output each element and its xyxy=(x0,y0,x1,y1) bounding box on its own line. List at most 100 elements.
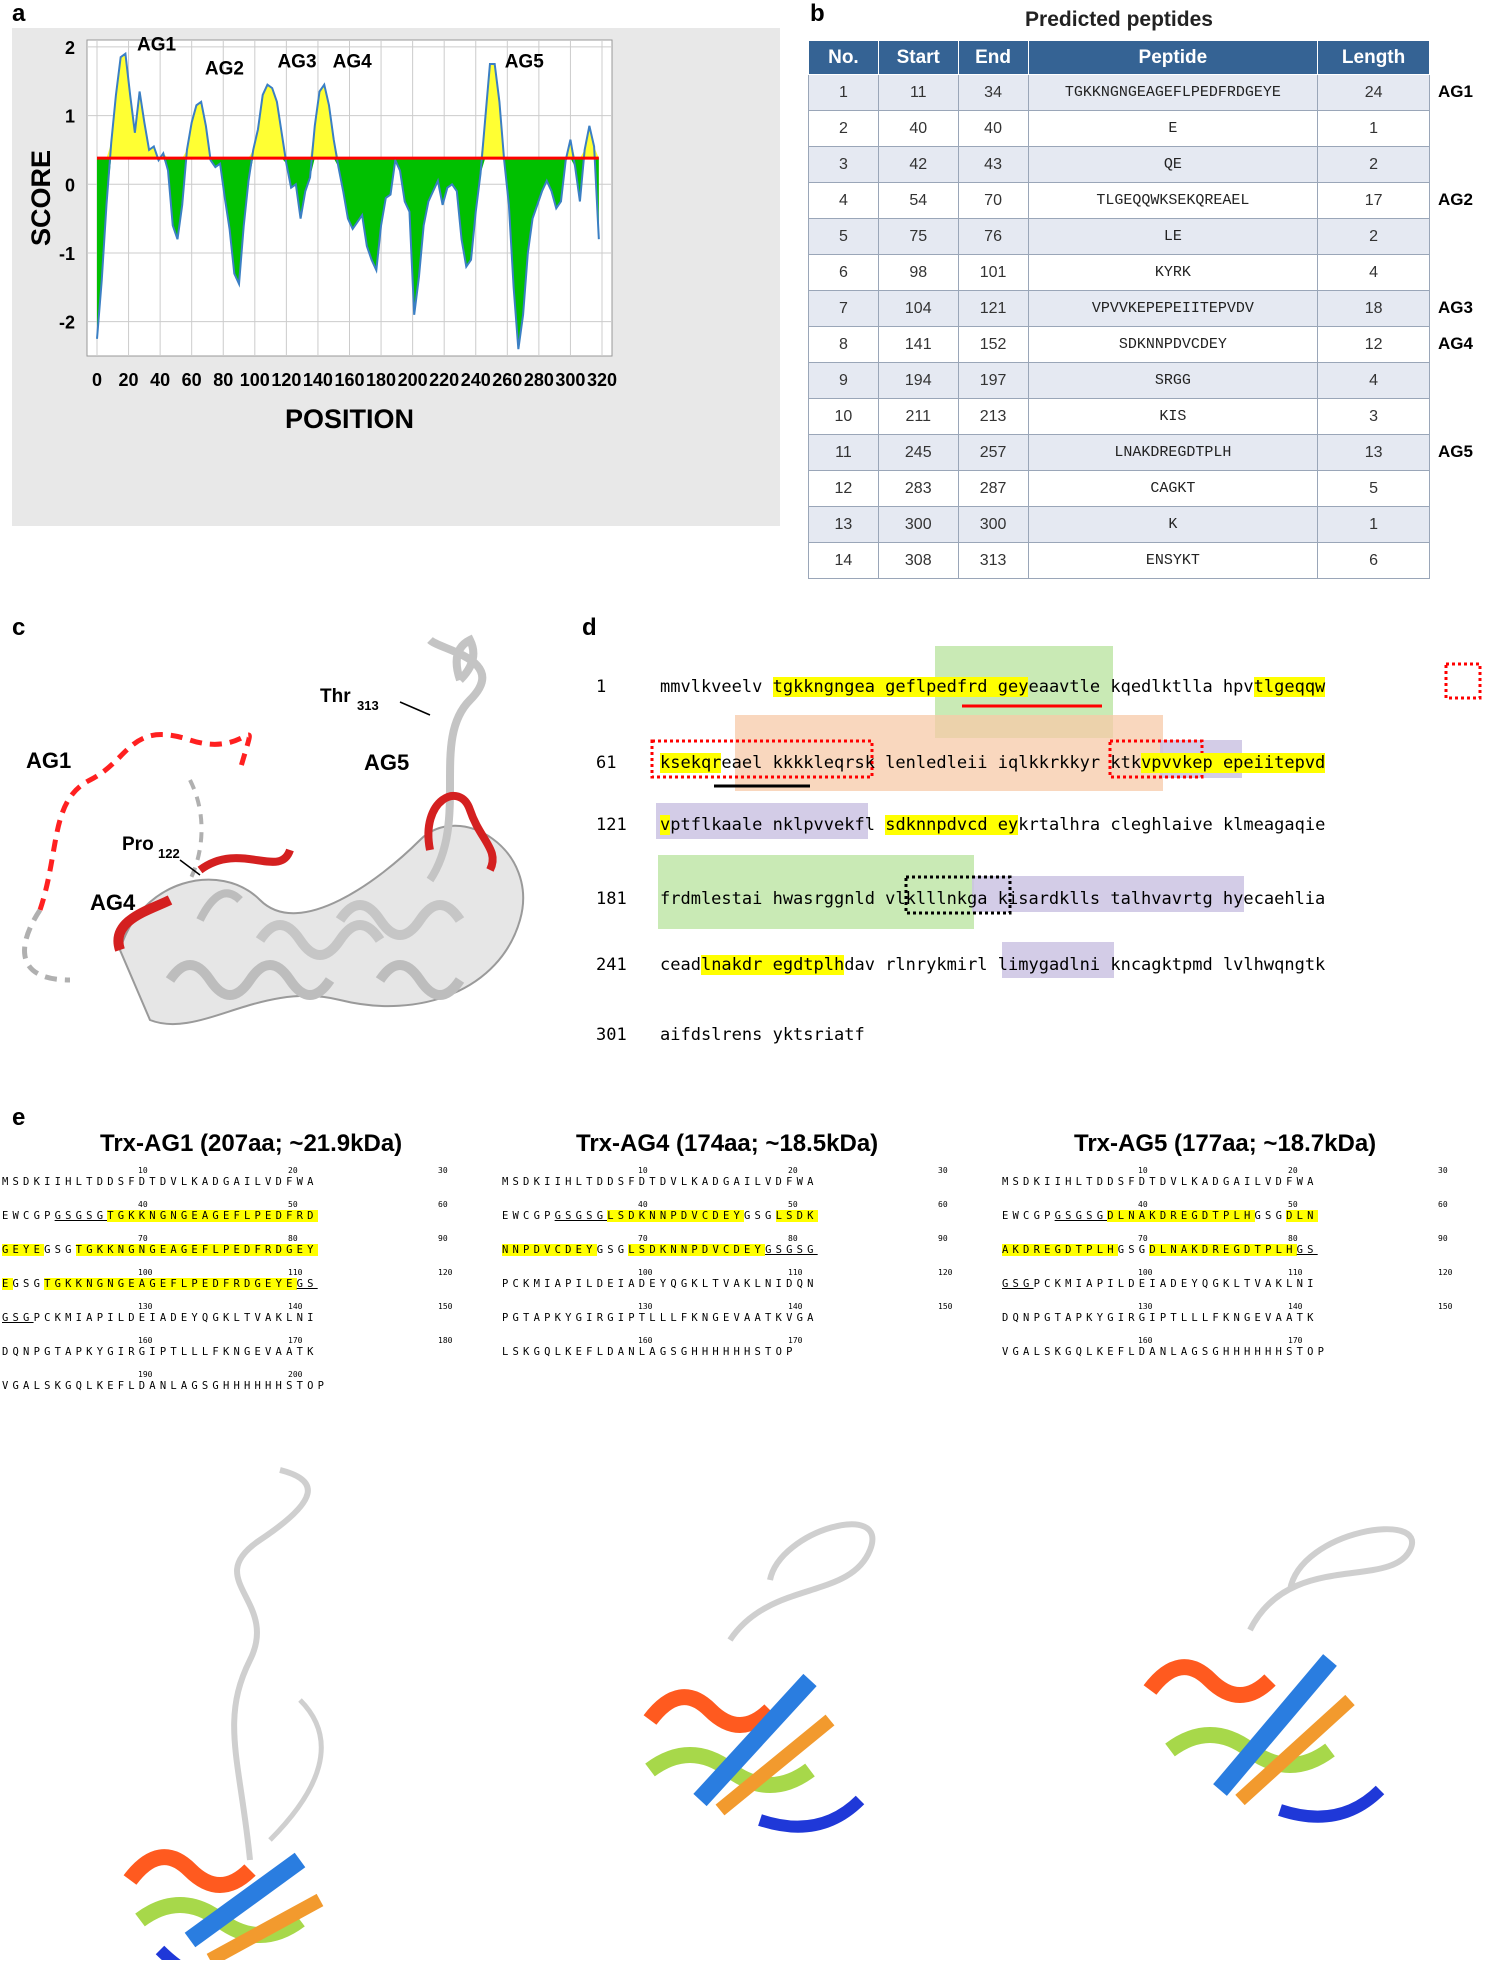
x-tick-label: 40 xyxy=(150,370,170,390)
residue-number-tick: 170 xyxy=(1288,1336,1303,1345)
sequence-line: 61 ksekqreael kkkkleqrsk lenledleii iqlkk… xyxy=(596,748,1326,778)
sequence-line: 181 frdmlestai hwasrggnld vlklllnkga kisa… xyxy=(596,884,1325,914)
residue-number-tick: 120 xyxy=(438,1268,453,1277)
struct-label-ag4: AG4 xyxy=(90,890,136,915)
construct-sequence-row: LSKGQLKEFLDANLAGSGHHHHHHSTOP xyxy=(502,1346,797,1358)
x-tick-label: 60 xyxy=(182,370,202,390)
table-cell: 75 xyxy=(877,218,959,255)
table-cell: 9 xyxy=(808,362,879,399)
struct-label-ag5: AG5 xyxy=(364,750,409,775)
sequence-text: GSG xyxy=(596,1244,629,1256)
residue-number-tick: 170 xyxy=(288,1336,303,1345)
residue-number-tick: 130 xyxy=(138,1302,153,1311)
table-cell: 42 xyxy=(877,146,959,183)
sequence-text: aifdslrens yktsriatf xyxy=(660,1025,865,1045)
antigen-highlight: TGKKNGNGEAGEFLPEDFRD xyxy=(107,1210,318,1222)
residue-number-tick: 60 xyxy=(1438,1200,1448,1209)
table-cell: 43 xyxy=(957,146,1029,183)
linker-underlined: GSG xyxy=(2,1312,34,1324)
table-cell: 3 xyxy=(1317,398,1430,435)
table-cell: 40 xyxy=(957,110,1029,147)
sequence-highlight: sdknnpdvcd ey xyxy=(885,815,1019,835)
sequence-text: frdmlestai hwasrggnld vlklllnkga kisardk… xyxy=(660,889,1142,909)
sequence-text: ptflkaale nkl xyxy=(670,815,804,835)
sequence-line: 1 mmvlkveelv tgkkngngea geflpedfrd geyeaa… xyxy=(596,672,1326,702)
table-cell: 308 xyxy=(877,542,959,579)
table-cell: 7 xyxy=(808,290,879,327)
peak-label: AG3 xyxy=(277,51,316,72)
construct-sequence-row: GEYEGSGTGKKNGNGEAGEFLPEDFRDGEY xyxy=(2,1244,318,1256)
table-header-cell: End xyxy=(957,40,1029,75)
table-cell: 11 xyxy=(877,74,959,111)
peptide-cell: LE xyxy=(1027,218,1319,255)
construct-title: Trx-AG5 (177aa; ~18.7kDa) xyxy=(1074,1130,1377,1157)
construct-sequence-row: EWCGPGSGSGTGKKNGNGEAGEFLPEDFRD xyxy=(2,1210,318,1222)
x-tick-label: 280 xyxy=(524,370,554,390)
sequence-highlight: v xyxy=(660,815,671,835)
linker-underlined: GSGSG xyxy=(1054,1210,1108,1222)
ag-loops-red xyxy=(113,791,497,952)
table-header-cell: Peptide xyxy=(1027,40,1319,75)
table-cell: 300 xyxy=(877,506,959,543)
struct-label-thr-sub: 313 xyxy=(357,698,379,713)
sequence-text: dav rlnrykmirl limygadlni kncagktpmd lvl… xyxy=(844,955,1326,975)
table-row: 8 141 152 SDKNNPDVCDEY 12 xyxy=(808,326,1430,363)
sequence-text: pvvekfl xyxy=(803,815,886,835)
peptide-cell: KYRK xyxy=(1027,254,1319,291)
ag-row-tag: AG4 xyxy=(1438,334,1473,353)
peptide-cell: QE xyxy=(1027,146,1319,183)
antigen-highlight: E xyxy=(2,1278,13,1290)
peptide-cell: LNAKDREGDTPLH xyxy=(1027,434,1319,471)
sequence-text: EWCGP xyxy=(502,1210,555,1222)
x-tick-label: 80 xyxy=(213,370,233,390)
table-row: 4 54 70 TLGEQQWKSEKQREAEL 17 xyxy=(808,182,1430,219)
table-cell: 18 xyxy=(1317,290,1430,327)
residue-number-tick: 190 xyxy=(138,1370,153,1379)
y-axis-label: SCORE xyxy=(26,150,56,246)
antigen-highlight: AKDREGDTPLH xyxy=(1002,1244,1118,1256)
sequence-text: STOP xyxy=(1286,1346,1329,1358)
construct-sequence-row: MSDKIIHLTDDSFDTDVLKADGAILVDFWA xyxy=(502,1176,818,1188)
panel-label-c: c xyxy=(12,614,26,641)
construct-sequence-row: MSDKIIHLTDDSFDTDVLKADGAILVDFWA xyxy=(1002,1176,1318,1188)
antigenicity-plot: 2 1 0 -1 -2 0 20 40 60 80 100 120 140 160 180 200 220 240… xyxy=(26,34,617,434)
trx-ag1-structure xyxy=(123,1467,324,1960)
construct-sequence-row: NNPDVCDEYGSGLSDKNNPDVCDEYGSGSG xyxy=(502,1244,818,1256)
table-cell: 11 xyxy=(808,434,879,471)
table-cell: 14 xyxy=(808,542,879,579)
residue-number-tick: 150 xyxy=(438,1302,453,1311)
sequence-text: EWCGP xyxy=(2,1210,55,1222)
table-cell: 98 xyxy=(877,254,959,291)
residue-number-tick: 110 xyxy=(1288,1268,1303,1277)
y-tick-label: -1 xyxy=(59,244,75,264)
sequence-text: krtalhra cleghlaive klmeagaqie xyxy=(1018,815,1326,835)
sequence-text: PCKMIAPILDEIADEYQGKLTVAKLNIDQN xyxy=(502,1278,818,1290)
residue-number-tick: 10 xyxy=(1138,1166,1148,1175)
ribbon-body xyxy=(118,634,524,1026)
residue-number-tick: 120 xyxy=(938,1268,953,1277)
sequence-text: mmvlkveelv xyxy=(660,677,773,697)
table-cell: 12 xyxy=(1317,326,1430,363)
residue-number-tick: 100 xyxy=(138,1268,153,1277)
residue-number-tick: 130 xyxy=(638,1302,653,1311)
sequence-text: GSG xyxy=(744,1210,776,1222)
peptide-cell: VPVVKEPEPEIITEPVDV xyxy=(1027,290,1319,327)
struct-label-thr: Thr xyxy=(320,686,351,707)
residue-number-tick: 100 xyxy=(1138,1268,1153,1277)
table-cell: 40 xyxy=(877,110,959,147)
area-below-threshold xyxy=(97,158,599,350)
table-header-cell: No. xyxy=(808,40,879,75)
struct-label-ag1: AG1 xyxy=(26,748,71,773)
x-tick-label: 320 xyxy=(587,370,617,390)
residue-number-tick: 170 xyxy=(788,1336,803,1345)
table-cell: 6 xyxy=(808,254,879,291)
table-row: 9 194 197 SRGG 4 xyxy=(808,362,1430,399)
peak-label: AG5 xyxy=(505,51,545,72)
residue-number-tick: 20 xyxy=(1288,1166,1298,1175)
antigen-highlight: DLNAKDREGDTPLH xyxy=(1107,1210,1255,1222)
predicted-peptides-table: No. Start End Peptide Length 1 11 34 TGKKNGNGEA… xyxy=(808,40,1430,579)
antigen-highlight: LSDKNNPDVCDEY xyxy=(628,1244,766,1256)
trx-ag4-structure xyxy=(643,1521,876,1833)
x-tick-label: 100 xyxy=(240,370,270,390)
residue-number-tick: 70 xyxy=(638,1234,648,1243)
